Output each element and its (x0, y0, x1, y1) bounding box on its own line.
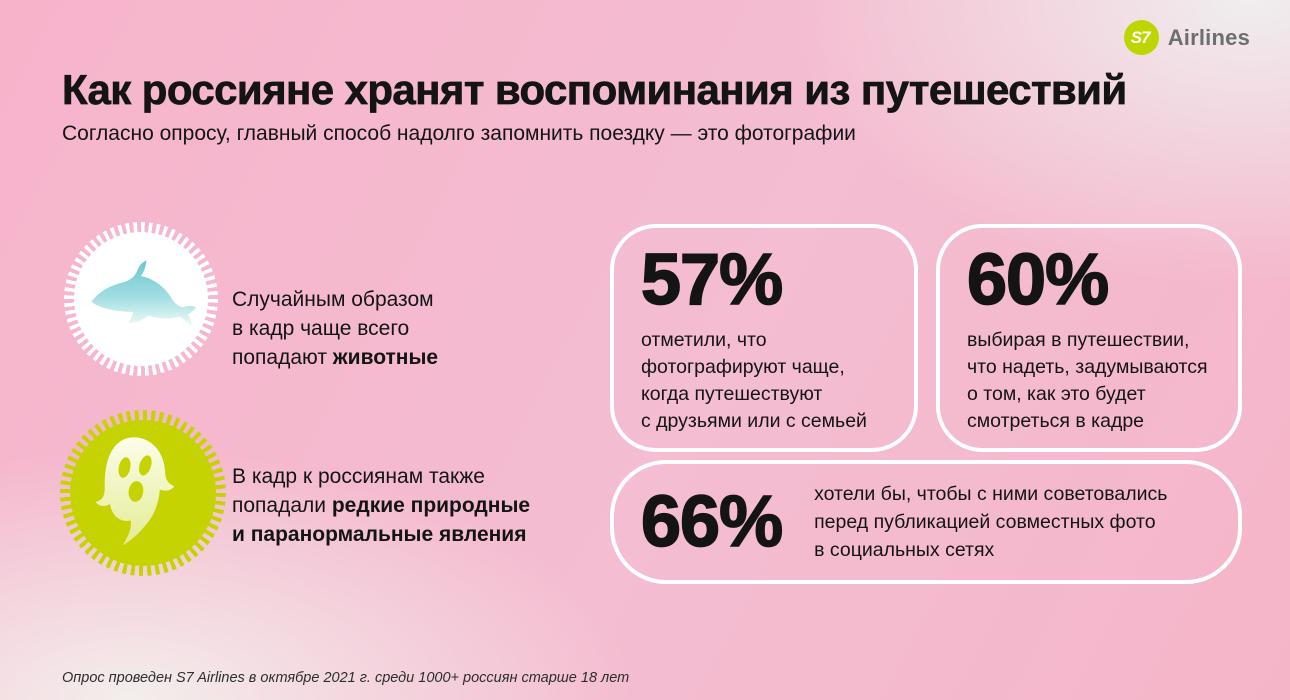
stat-description-66: хотели бы, чтобы с ними советовались пер… (814, 483, 1168, 561)
fact-animals-highlight: животные (332, 346, 439, 369)
ghost-icon (70, 420, 216, 566)
stat-description-57: отметили, что фотографируют чаще, когда … (641, 329, 867, 432)
s7-logo-mark: S7 (1130, 27, 1151, 47)
fact-paranormal-text: В кадр к россиянам также попадали (232, 465, 485, 517)
starburst-badge-animals (64, 222, 218, 376)
s7-airlines-logo: S7 Airlines (1123, 20, 1250, 55)
stat-value-57: 57% (640, 240, 784, 320)
fact-paranormal: В кадр к россиянам также попадали редкие… (232, 462, 530, 549)
fact-animals: Случайным образом в кадр чаще всего попа… (232, 285, 438, 372)
starburst-badge-paranormal (60, 410, 226, 576)
stat-value-60: 60% (966, 240, 1110, 320)
s7-logo-icon: S7 (1123, 20, 1159, 55)
dolphin-icon (74, 232, 208, 366)
survey-footnote: Опрос проведен S7 Airlines в октябре 202… (62, 669, 630, 686)
stat-card-66: 66% хотели бы, чтобы с ними советовались… (610, 460, 1242, 584)
page-subtitle: Согласно опросу, главный способ надолго … (62, 122, 856, 145)
stat-card-60: 60% выбирая в путешествии, что надеть, з… (936, 224, 1242, 452)
page-title: Как россияне хранят воспоминания из путе… (62, 66, 1128, 114)
stat-value-66: 66% (640, 482, 784, 562)
s7-logo-wordmark: Airlines (1167, 24, 1250, 50)
fact-animals-text: Случайным образом в кадр чаще всего попа… (232, 288, 434, 369)
stat-description-60: выбирая в путешествии, что надеть, задум… (967, 329, 1208, 432)
fact-paranormal-highlight: редкие природные и паранормальные явлени… (232, 494, 531, 546)
stat-card-57: 57% отметили, что фотографируют чаще, ко… (610, 224, 918, 452)
